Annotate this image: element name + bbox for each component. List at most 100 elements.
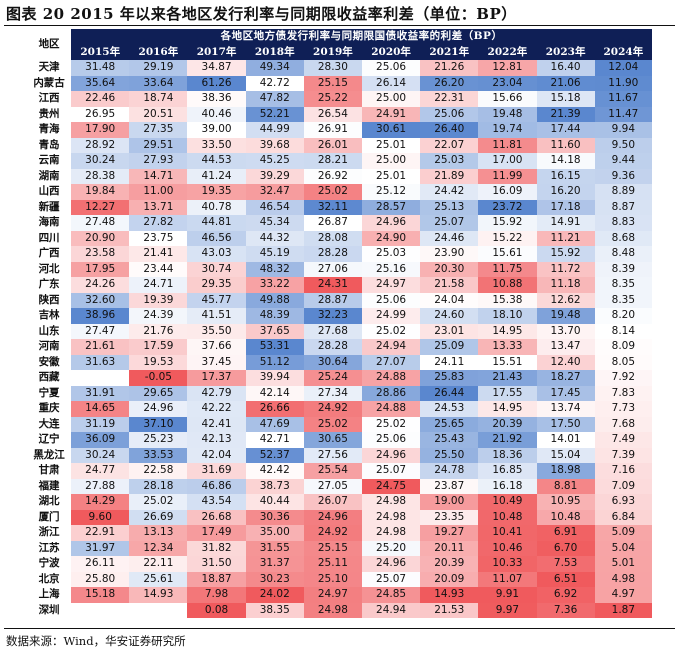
spread-cell: 25.06 xyxy=(420,106,479,122)
year-header: 2021年 xyxy=(420,44,479,60)
spread-cell: 26.92 xyxy=(303,168,362,184)
spread-cell: 22.58 xyxy=(129,463,188,479)
table-row: 安徽 31.63 19.53 37.45 51.12 30.64 27.07 24.11 15.… xyxy=(27,354,652,370)
spread-cell: 10.46 xyxy=(478,540,537,556)
spread-cell: 20.51 xyxy=(129,106,188,122)
region-label: 宁夏 xyxy=(27,385,72,401)
spread-cell: 49.34 xyxy=(245,60,304,76)
spread-cell: 42.14 xyxy=(245,385,304,401)
spread-cell: 27.48 xyxy=(71,215,130,231)
spread-cell: 24.46 xyxy=(420,230,479,246)
spread-cell: 12.04 xyxy=(594,60,652,76)
spread-cell: 7.83 xyxy=(594,385,652,401)
spread-cell: 9.60 xyxy=(71,509,130,525)
spread-cell: 61.26 xyxy=(187,75,246,91)
spread-cell: 32.11 xyxy=(303,199,362,215)
spread-cell: 53.31 xyxy=(245,339,304,355)
spread-cell: 40.46 xyxy=(187,106,246,122)
spread-cell: 25.61 xyxy=(129,571,188,587)
spread-cell: 31.97 xyxy=(71,540,130,556)
spread-cell: 8.89 xyxy=(594,184,652,200)
table-row: 四川 20.90 23.75 46.56 44.32 28.08 24.90 24.46 15.… xyxy=(27,230,652,246)
spread-cell: 25.03 xyxy=(361,246,421,262)
spread-cell: 35.50 xyxy=(187,323,246,339)
table-row: 甘肃 24.77 22.58 31.69 42.42 25.54 25.07 24.78 16.… xyxy=(27,463,652,479)
spread-cell: 14.71 xyxy=(129,168,188,184)
spread-cell: 31.91 xyxy=(71,385,130,401)
spread-cell: 32.60 xyxy=(71,292,130,308)
spread-cell: 39.00 xyxy=(187,122,246,138)
spread-cell: 41.51 xyxy=(187,308,246,324)
year-header: 2020年 xyxy=(361,44,421,60)
table-row: 内蒙古 35.64 33.64 61.26 42.72 25.15 26.14 26.20 23… xyxy=(27,75,652,91)
spread-cell: 8.05 xyxy=(594,354,652,370)
table-row: 江西 22.46 18.74 38.36 47.82 25.22 25.00 22.31 15.… xyxy=(27,91,652,107)
year-header: 2018年 xyxy=(245,44,304,60)
source-divider xyxy=(4,628,675,629)
spread-cell: 24.39 xyxy=(129,308,188,324)
spread-cell: 44.99 xyxy=(245,122,304,138)
spread-cell: 19.48 xyxy=(536,308,595,324)
spread-cell: 11.99 xyxy=(478,168,537,184)
year-header: 2023年 xyxy=(536,44,595,60)
table-row: 北京 25.80 25.61 18.87 30.23 25.10 25.07 20.09 11.… xyxy=(27,571,652,587)
region-label: 陕西 xyxy=(27,292,72,308)
spread-cell: 21.43 xyxy=(478,370,537,386)
spread-cell: 0.08 xyxy=(187,602,246,618)
spread-cell: 22.31 xyxy=(420,91,479,107)
spread-cell: 10.48 xyxy=(478,509,537,525)
spread-cell: 24.02 xyxy=(245,587,304,603)
spread-cell: 30.24 xyxy=(71,447,130,463)
table-row: 宁波 26.11 22.11 31.50 31.37 25.11 24.96 20.39 10.… xyxy=(27,556,652,572)
spread-cell: 25.83 xyxy=(420,370,479,386)
spread-cell: 15.18 xyxy=(536,91,595,107)
spread-cell: 6.70 xyxy=(536,540,595,556)
spread-cell: 18.74 xyxy=(129,91,188,107)
spread-cell: 8.68 xyxy=(594,230,652,246)
spread-cell: 11.90 xyxy=(594,75,652,91)
spread-cell: 7.68 xyxy=(594,416,652,432)
spread-cell: 24.94 xyxy=(361,339,421,355)
spread-cell: 10.49 xyxy=(478,494,537,510)
spread-cell: 44.32 xyxy=(245,230,304,246)
spread-cell: 28.86 xyxy=(361,385,421,401)
spread-cell: 24.92 xyxy=(303,525,362,541)
spread-cell: 20.39 xyxy=(478,416,537,432)
spread-cell: 25.15 xyxy=(303,75,362,91)
spread-cell: 28.57 xyxy=(361,199,421,215)
spread-cell: 45.34 xyxy=(245,215,304,231)
spread-cell: 16.20 xyxy=(536,184,595,200)
spread-cell: 19.27 xyxy=(420,525,479,541)
table-row: 西藏 -0.05 17.37 39.94 25.24 24.88 25.83 21.43 18.… xyxy=(27,370,652,386)
spread-cell: 35.00 xyxy=(245,525,304,541)
spread-cell: 26.87 xyxy=(303,215,362,231)
region-label: 四川 xyxy=(27,230,72,246)
spread-cell: 45.77 xyxy=(187,292,246,308)
spread-cell: 26.54 xyxy=(303,106,362,122)
spread-cell: 21.76 xyxy=(129,323,188,339)
spread-cell xyxy=(71,370,130,386)
spread-cell: 44.53 xyxy=(187,153,246,169)
spread-cell: 21.92 xyxy=(478,432,537,448)
spread-cell: 6.84 xyxy=(594,509,652,525)
region-label: 广西 xyxy=(27,246,72,262)
spread-cell: 12.62 xyxy=(536,292,595,308)
spread-cell: 26.40 xyxy=(420,122,479,138)
spread-cell: 15.61 xyxy=(478,246,537,262)
spread-cell: 17.44 xyxy=(536,122,595,138)
spread-cell: 33.22 xyxy=(245,277,304,293)
spread-cell: 24.78 xyxy=(420,463,479,479)
table-row: 湖南 28.38 14.71 41.24 39.29 26.92 25.01 21.89 11.… xyxy=(27,168,652,184)
spread-cell: 43.54 xyxy=(187,494,246,510)
spread-cell: 37.65 xyxy=(245,323,304,339)
spread-cell: 6.92 xyxy=(536,587,595,603)
spread-cell: 22.91 xyxy=(71,525,130,541)
table-body: 天津 31.48 29.19 34.87 49.34 28.30 25.06 21.26 12.… xyxy=(27,60,652,618)
spread-cell: 23.90 xyxy=(420,246,479,262)
spread-cell: 24.04 xyxy=(420,292,479,308)
spread-cell: 28.87 xyxy=(303,292,362,308)
spread-cell: 11.18 xyxy=(536,277,595,293)
spread-cell: 14.01 xyxy=(536,432,595,448)
table-row: 山东 27.47 21.76 35.50 37.65 27.68 25.02 23.01 14.… xyxy=(27,323,652,339)
spread-cell: 39.29 xyxy=(245,168,304,184)
